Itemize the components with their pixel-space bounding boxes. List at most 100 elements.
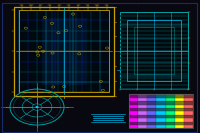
Point <box>155 30 158 32</box>
Point <box>23 85 26 87</box>
Point <box>119 92 123 95</box>
Point <box>146 107 149 109</box>
Point <box>89 33 92 35</box>
Point <box>102 97 105 99</box>
Point <box>27 100 30 102</box>
Point <box>14 76 17 78</box>
Point <box>119 71 123 73</box>
Point <box>97 107 101 109</box>
Point <box>194 100 197 102</box>
Point <box>89 35 92 37</box>
Point <box>62 1 65 4</box>
Point <box>31 76 35 78</box>
Point <box>84 11 87 13</box>
Point <box>45 37 48 40</box>
Point <box>124 128 127 130</box>
Point <box>62 83 65 85</box>
Point <box>93 131 96 133</box>
Point <box>128 100 131 102</box>
Point <box>141 80 145 83</box>
Point <box>124 28 127 30</box>
Point <box>97 95 101 97</box>
Point <box>155 47 158 49</box>
Bar <box>147 101 156 105</box>
Point <box>190 57 193 59</box>
Point <box>53 85 57 87</box>
Point <box>9 131 13 133</box>
Point <box>93 37 96 40</box>
Point <box>9 1 13 4</box>
Point <box>89 83 92 85</box>
Point <box>159 18 162 20</box>
Point <box>150 49 153 51</box>
Point <box>71 83 74 85</box>
Point <box>80 45 83 47</box>
Point <box>1 128 4 130</box>
Point <box>159 42 162 44</box>
Point <box>23 126 26 128</box>
Point <box>150 4 153 6</box>
Point <box>115 112 118 114</box>
Point <box>67 0 70 1</box>
Point <box>18 68 21 71</box>
Point <box>111 21 114 23</box>
Point <box>172 11 175 13</box>
Point <box>115 30 118 32</box>
Point <box>185 45 189 47</box>
Point <box>36 88 39 90</box>
Point <box>106 128 109 130</box>
Point <box>75 131 79 133</box>
Point <box>124 83 127 85</box>
Point <box>102 104 105 107</box>
Point <box>102 92 105 95</box>
Point <box>75 11 79 13</box>
Point <box>111 100 114 102</box>
Point <box>133 49 136 51</box>
Point <box>181 28 184 30</box>
Point <box>155 25 158 28</box>
Point <box>185 128 189 130</box>
Point <box>97 37 101 40</box>
Point <box>190 33 193 35</box>
Point <box>190 59 193 61</box>
Point <box>40 57 43 59</box>
Point <box>71 45 74 47</box>
Point <box>133 71 136 73</box>
Point <box>93 116 96 119</box>
Point <box>9 45 13 47</box>
Point <box>9 102 13 104</box>
Point <box>23 90 26 92</box>
Bar <box>156 115 166 118</box>
Point <box>58 119 61 121</box>
Point <box>128 76 131 78</box>
Point <box>27 128 30 130</box>
Point <box>80 85 83 87</box>
Point <box>181 47 184 49</box>
Point <box>93 66 96 68</box>
Point <box>36 4 39 6</box>
Point <box>141 85 145 87</box>
Point <box>119 49 123 51</box>
Point <box>89 4 92 6</box>
Point <box>177 30 180 32</box>
Point <box>36 71 39 73</box>
Point <box>106 114 109 116</box>
Point <box>5 76 8 78</box>
Point <box>194 112 197 114</box>
Bar <box>166 108 175 111</box>
Point <box>93 13 96 16</box>
Point <box>40 37 43 40</box>
Point <box>49 73 52 75</box>
Point <box>150 71 153 73</box>
Bar <box>156 105 166 108</box>
Point <box>159 90 162 92</box>
Point <box>137 57 140 59</box>
Point <box>111 54 114 56</box>
Point <box>115 11 118 13</box>
Point <box>159 1 162 4</box>
Point <box>106 49 109 51</box>
Point <box>27 6 30 8</box>
Bar <box>156 98 166 101</box>
Point <box>115 25 118 28</box>
Point <box>5 73 8 75</box>
